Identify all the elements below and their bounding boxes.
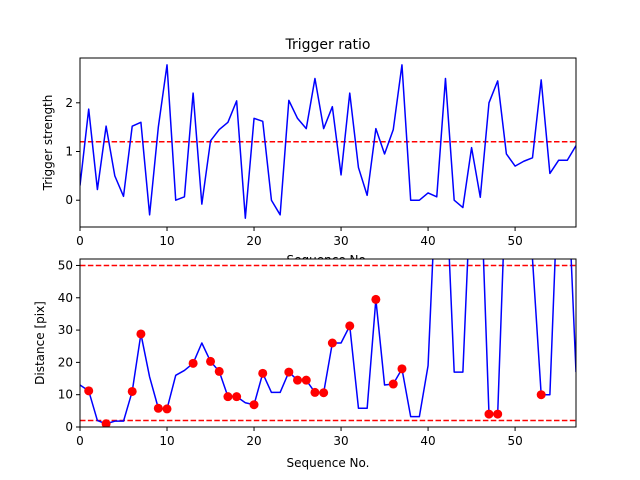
distance-marker-point [493,409,503,419]
distance-y-tick-label: 0 [65,420,73,434]
distance-marker-point [127,386,137,396]
distance-marker-point [136,329,146,339]
distance-x-axis-label: Sequence No. [287,456,370,470]
distance-x-tick-label: 40 [420,434,435,448]
distance-marker-point [327,338,337,348]
trigger-x-tick-label: 50 [507,234,522,248]
distance-y-tick-label: 40 [58,291,73,305]
trigger-x-tick-label: 10 [159,234,174,248]
distance-plot: 0 10 20 30 40 50 0 10 20 30 40 50 Sequence No. Dist… [33,258,577,470]
distance-y-tick-label: 10 [58,388,73,402]
trigger-x-tick-label: 0 [76,234,84,248]
distance-y-tick-label: 20 [58,355,73,369]
trigger-x-tick-label: 40 [420,234,435,248]
distance-y-tick-label: 30 [58,323,73,337]
trigger-series-line [80,64,576,219]
distance-marker-point [162,404,172,414]
distance-x-tick-label: 0 [76,434,84,448]
distance-y-tick-label: 50 [58,258,73,272]
chart-title: Trigger ratio [284,37,370,53]
distance-marker-point [310,387,320,397]
distance-plot-top-band [80,259,576,268]
trigger-plot-frame [79,57,577,228]
distance-marker-point [319,388,329,398]
distance-marker-point [84,386,94,396]
trigger-x-tick-label: 20 [246,234,261,248]
trigger-series-group [80,64,576,219]
distance-axis-ticks: 0 10 20 30 40 50 0 10 20 30 40 50 [58,258,523,448]
trigger-axis-ticks: 0 10 20 30 40 50 0 1 2 [65,96,522,248]
distance-marker-point [188,358,198,368]
distance-marker-point [206,356,216,366]
distance-marker-point [223,392,233,402]
distance-x-tick-label: 30 [333,434,348,448]
distance-marker-point [484,409,494,419]
distance-marker-point [284,367,294,377]
trigger-y-tick-label: 2 [65,96,73,110]
distance-marker-point [345,321,355,331]
distance-series-group [80,259,576,427]
distance-marker-point [232,392,242,402]
trigger-x-tick-label: 30 [333,234,348,248]
distance-marker-point [536,390,546,400]
distance-marker-point [371,294,381,304]
distance-marker-point [249,400,259,410]
trigger-y-axis-label: Trigger strength [41,95,55,192]
distance-x-tick-label: 20 [246,434,261,448]
distance-x-tick-label: 10 [159,434,174,448]
distance-y-axis-label: Distance [pix] [33,301,47,385]
trigger-y-tick-label: 1 [65,145,73,159]
distance-x-tick-label: 50 [507,434,522,448]
distance-marker-point [153,403,163,413]
distance-marker-point [101,419,111,427]
distance-marker-point [258,368,268,378]
distance-marker-point [388,379,398,389]
distance-marker-point [293,375,303,385]
distance-marker-point [214,366,224,376]
distance-plot-frame [79,258,577,428]
trigger-y-tick-label: 0 [65,193,73,207]
distance-marker-point [397,364,407,374]
distance-marker-point [301,375,311,385]
